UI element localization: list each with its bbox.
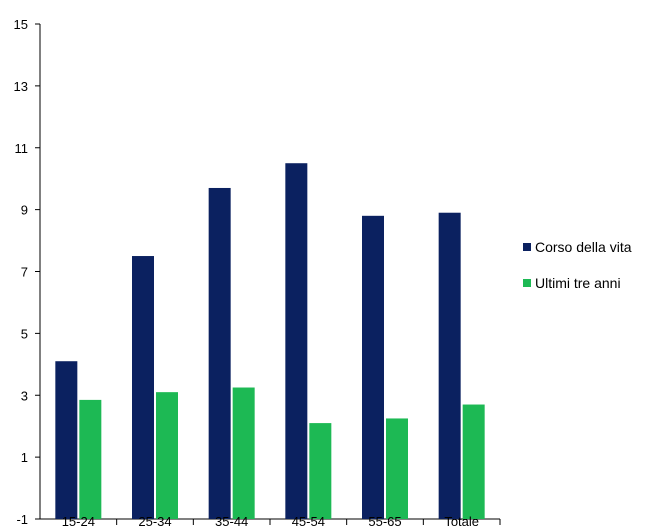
bar-corso-della-vita-35-44 (208, 187, 231, 519)
legend-swatch-ultimi-tre-anni (523, 279, 531, 287)
bar-corso-della-vita-15-24 (55, 361, 78, 519)
bar-ultimi-tre-anni-totale (462, 404, 485, 519)
bar-ultimi-tre-anni-25-34 (156, 392, 178, 519)
y-tick-label: -1 (16, 512, 28, 527)
y-tick-label: 11 (15, 141, 29, 156)
x-tick-label: 45-54 (292, 514, 325, 528)
x-axis-ticks: 15-24 25-34 35-44 45-54 55-65 Totale (62, 514, 501, 528)
chart-legend: Corso della vita Ultimi tre anni (523, 238, 632, 310)
x-tick-label: 35-44 (215, 514, 248, 528)
legend-item-corso-della-vita: Corso della vita (523, 238, 632, 256)
bar-ultimi-tre-anni-45-54 (309, 423, 332, 519)
bar-corso-della-vita-totale (438, 212, 461, 519)
legend-swatch-corso-della-vita (523, 243, 531, 251)
x-tick-label: 25-34 (138, 514, 171, 528)
y-tick-label: 5 (21, 326, 28, 341)
y-tick-label: 1 (21, 450, 28, 465)
bar-corso-della-vita-25-34 (132, 256, 154, 519)
y-tick-label: 15 (14, 17, 28, 32)
legend-item-ultimi-tre-anni: Ultimi tre anni (523, 274, 632, 292)
legend-label-corso-della-vita: Corso della vita (535, 239, 632, 255)
x-tick-label: 15-24 (62, 514, 95, 528)
legend-label-ultimi-tre-anni: Ultimi tre anni (535, 275, 621, 291)
y-tick-label: 9 (21, 203, 28, 218)
bar-corso-della-vita-55-65 (362, 215, 384, 519)
bar-ultimi-tre-anni-55-65 (386, 418, 408, 519)
bar-ultimi-tre-anni-35-44 (232, 387, 255, 519)
bar-ultimi-tre-anni-15-24 (79, 399, 102, 519)
x-tick-label: 55-65 (368, 514, 401, 528)
chart-axes (39, 24, 500, 520)
y-tick-label: 7 (21, 265, 28, 280)
chart-bars (55, 163, 485, 519)
y-tick-label: 13 (14, 79, 28, 94)
x-tick-label: Totale (444, 514, 479, 528)
y-tick-label: 3 (21, 388, 28, 403)
bar-corso-della-vita-45-54 (285, 163, 308, 519)
